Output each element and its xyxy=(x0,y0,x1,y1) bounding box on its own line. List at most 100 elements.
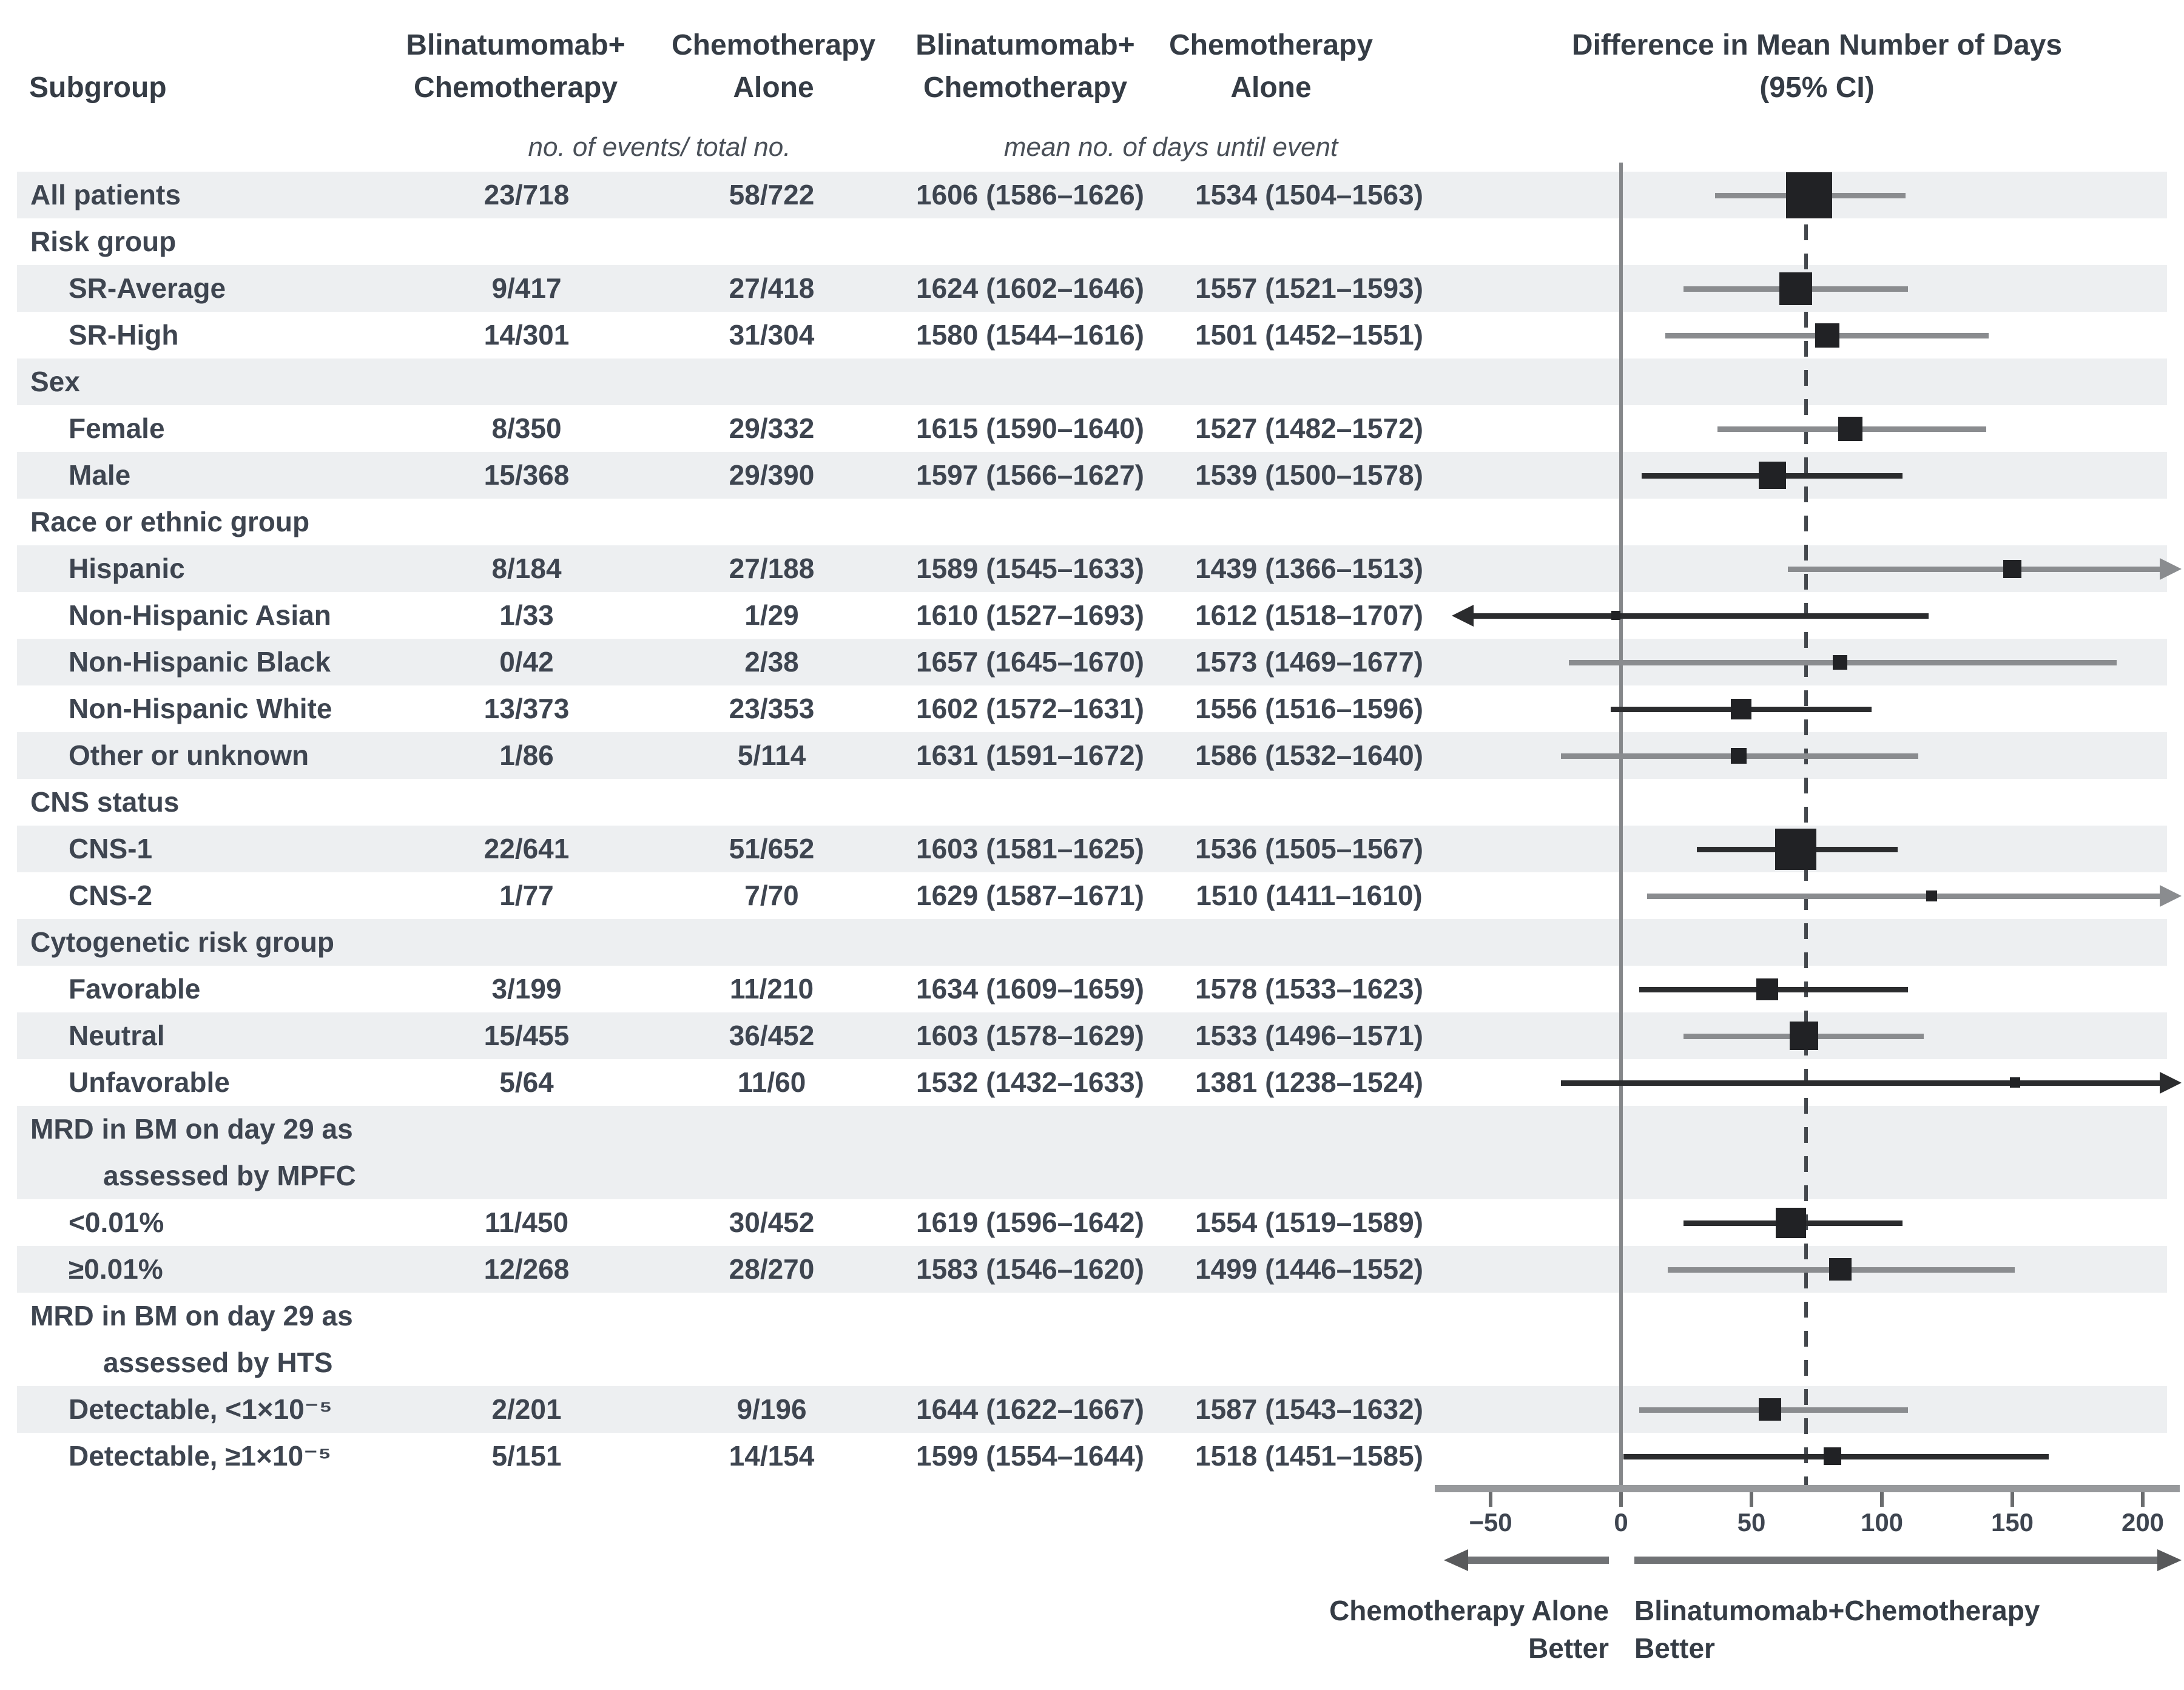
days-blinatumomab-cell: 1644 (1622–1667) xyxy=(916,1393,1144,1425)
x-axis-tick-label: 150 xyxy=(1990,1508,2034,1537)
days-blinatumomab-cell: 1606 (1586–1626) xyxy=(916,179,1144,210)
subgroup-label: Non-Hispanic White xyxy=(69,693,332,724)
days-chemotherapy-cell: 1578 (1533–1623) xyxy=(1195,973,1423,1005)
events-blinatumomab-cell: 8/350 xyxy=(491,412,562,444)
days-units-note: mean no. of days until event xyxy=(1003,132,1338,162)
events-blinatumomab-cell: 15/368 xyxy=(484,459,570,491)
days-blinatumomab-cell: 1629 (1587–1671) xyxy=(916,880,1144,911)
footer-right-label-line1: Blinatumomab+Chemotherapy xyxy=(1634,1595,2040,1626)
subgroup-label: ≥0.01% xyxy=(69,1253,163,1285)
days-chemotherapy-cell: 1439 (1366–1513) xyxy=(1195,553,1423,584)
x-axis-tick xyxy=(2010,1492,2014,1507)
events-chemotherapy-cell: 2/38 xyxy=(744,646,799,678)
x-axis-tick xyxy=(1619,1492,1623,1507)
days-blinatumomab-cell: 1589 (1545–1633) xyxy=(916,553,1144,584)
x-axis-tick xyxy=(1750,1492,1753,1507)
days-chemotherapy-cell: 1539 (1500–1578) xyxy=(1195,459,1423,491)
events-blinatumomab-cell: 8/184 xyxy=(491,553,562,584)
events-blinatumomab-cell: 1/77 xyxy=(499,880,554,911)
days-blinatumomab-cell: 1624 (1602–1646) xyxy=(916,272,1144,304)
zero-reference-line xyxy=(1619,163,1623,1492)
events-blinatumomab-cell: 23/718 xyxy=(484,179,570,210)
subgroup-label: Neutral xyxy=(69,1020,165,1051)
subgroup-label: CNS-1 xyxy=(69,833,153,864)
events-chemotherapy-cell: 23/353 xyxy=(729,693,815,724)
subgroup-heading-line2: assessed by HTS xyxy=(103,1347,333,1378)
ci-line xyxy=(1472,613,1929,619)
days-blinatumomab-cell: 1597 (1566–1627) xyxy=(916,459,1144,491)
point-estimate-marker xyxy=(1815,323,1839,348)
x-axis-tick xyxy=(1489,1492,1492,1507)
point-estimate-marker xyxy=(2003,559,2021,578)
ci-right-arrow-icon xyxy=(2160,1071,2182,1094)
point-estimate-marker xyxy=(1756,978,1778,1000)
days-chemotherapy-cell: 1557 (1521–1593) xyxy=(1195,272,1423,304)
subgroup-label: Non-Hispanic Black xyxy=(69,646,331,678)
right-direction-arrow-line xyxy=(1634,1557,2160,1564)
events-blinatumomab-cell: 2/201 xyxy=(491,1393,562,1425)
point-estimate-marker xyxy=(1789,1022,1818,1050)
point-estimate-marker xyxy=(1775,1207,1806,1238)
events-blinatumomab-cell: 12/268 xyxy=(484,1253,570,1285)
days-blinatumomab-cell: 1603 (1581–1625) xyxy=(916,833,1144,864)
footer-left-label-line2: Better xyxy=(1528,1632,1609,1664)
column-header-blina-days-line1: Blinatumomab+ xyxy=(915,29,1135,61)
days-blinatumomab-cell: 1619 (1596–1642) xyxy=(916,1207,1144,1238)
days-blinatumomab-cell: 1602 (1572–1631) xyxy=(916,693,1144,724)
subgroup-label: Favorable xyxy=(69,973,201,1005)
row-band xyxy=(17,359,2167,405)
subgroup-label: Other or unknown xyxy=(69,739,309,771)
x-axis-tick-label: 0 xyxy=(1614,1508,1628,1537)
subgroup-label: Hispanic xyxy=(69,553,185,584)
footer-right-label-line2: Better xyxy=(1634,1632,1715,1664)
days-blinatumomab-cell: 1634 (1609–1659) xyxy=(916,973,1144,1005)
days-chemotherapy-cell: 1556 (1516–1596) xyxy=(1195,693,1423,724)
ci-right-arrow-icon xyxy=(2160,884,2182,907)
point-estimate-marker xyxy=(1758,1398,1781,1421)
days-blinatumomab-cell: 1615 (1590–1640) xyxy=(916,412,1144,444)
left-arrow-icon xyxy=(1444,1549,1468,1571)
events-chemotherapy-cell: 9/196 xyxy=(736,1393,807,1425)
column-header-difference-line1: Difference in Mean Number of Days xyxy=(1571,29,2063,61)
events-chemotherapy-cell: 1/29 xyxy=(744,599,799,631)
days-blinatumomab-cell: 1583 (1546–1620) xyxy=(916,1253,1144,1285)
point-estimate-marker xyxy=(1833,655,1848,670)
column-header-blina-days-line2: Chemotherapy xyxy=(923,72,1128,104)
point-estimate-marker xyxy=(1926,890,1937,901)
days-blinatumomab-cell: 1580 (1544–1616) xyxy=(916,319,1144,351)
days-chemotherapy-cell: 1518 (1451–1585) xyxy=(1195,1440,1423,1472)
days-blinatumomab-cell: 1631 (1591–1672) xyxy=(916,739,1144,771)
column-header-blina-events-line1: Blinatumomab+ xyxy=(406,29,625,61)
x-axis-tick-label: 50 xyxy=(1737,1508,1766,1537)
days-blinatumomab-cell: 1599 (1554–1644) xyxy=(916,1440,1144,1472)
events-chemotherapy-cell: 11/60 xyxy=(737,1066,806,1098)
subgroup-heading: Risk group xyxy=(30,226,177,257)
subgroup-label: SR-Average xyxy=(69,272,226,304)
column-header-difference-line2: (95% CI) xyxy=(1759,72,1875,104)
point-estimate-marker xyxy=(1730,698,1751,719)
x-axis-tick-label: 100 xyxy=(1860,1508,1904,1537)
point-estimate-marker xyxy=(1611,611,1620,620)
subgroup-label: CNS-2 xyxy=(69,880,153,911)
days-chemotherapy-cell: 1527 (1482–1572) xyxy=(1195,412,1423,444)
row-band xyxy=(17,1106,2167,1199)
subgroup-label: Detectable, <1×10⁻⁵ xyxy=(69,1393,332,1425)
events-chemotherapy-cell: 36/452 xyxy=(729,1020,815,1051)
subgroup-label: All patients xyxy=(30,179,181,210)
x-axis-tick xyxy=(1880,1492,1884,1507)
column-header-chemo-events-line1: Chemotherapy xyxy=(671,29,876,61)
days-blinatumomab-cell: 1532 (1432–1633) xyxy=(916,1066,1144,1098)
events-blinatumomab-cell: 22/641 xyxy=(484,833,570,864)
subgroup-heading: MRD in BM on day 29 as xyxy=(30,1113,353,1145)
point-estimate-marker xyxy=(1775,828,1817,870)
events-chemotherapy-cell: 58/722 xyxy=(729,179,815,210)
events-blinatumomab-cell: 3/199 xyxy=(491,973,562,1005)
subgroup-label: Female xyxy=(69,412,165,444)
days-chemotherapy-cell: 1587 (1543–1632) xyxy=(1195,1393,1423,1425)
days-chemotherapy-cell: 1533 (1496–1571) xyxy=(1195,1020,1423,1051)
ci-line xyxy=(1788,566,2162,572)
point-estimate-marker xyxy=(2009,1077,2020,1088)
column-header-blina-events-line2: Chemotherapy xyxy=(413,72,618,104)
point-estimate-marker xyxy=(1758,462,1786,489)
